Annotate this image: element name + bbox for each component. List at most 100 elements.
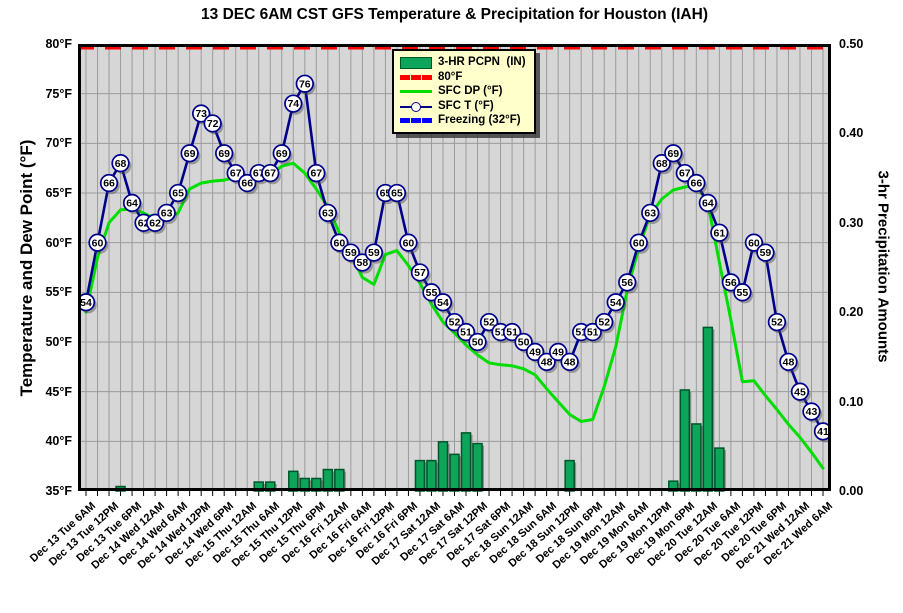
right-axis-tick: 0.10 <box>839 394 864 409</box>
80f-dash-swatch-icon <box>400 74 432 80</box>
legend-item-label: SFC T (°F) <box>438 99 494 112</box>
svg-text:41: 41 <box>817 426 829 438</box>
svg-text:68: 68 <box>115 158 127 170</box>
svg-text:55: 55 <box>426 287 438 299</box>
legend-item-label: Freezing (32°F) <box>438 114 521 127</box>
svg-text:51: 51 <box>587 327 599 339</box>
svg-text:73: 73 <box>195 108 207 120</box>
svg-text:69: 69 <box>667 148 679 160</box>
svg-text:68: 68 <box>656 158 668 170</box>
left-axis-title: Temperature and Dew Point (°F) <box>17 139 36 397</box>
left-axis-tick: 35°F <box>45 484 72 498</box>
right-axis-tick: 0.00 <box>839 484 864 498</box>
svg-text:57: 57 <box>414 267 426 279</box>
left-axis-tick: 80°F <box>45 37 72 51</box>
left-axis-tick: 65°F <box>45 186 72 200</box>
legend: 3-HR PCPN (IN) 80°F SFC DP (°F) SFC T (°F) F… <box>392 49 536 134</box>
svg-text:48: 48 <box>564 356 576 368</box>
svg-text:60: 60 <box>334 237 346 249</box>
svg-text:67: 67 <box>230 168 242 180</box>
svg-text:72: 72 <box>207 118 219 130</box>
svg-text:63: 63 <box>161 207 173 219</box>
svg-text:65: 65 <box>391 188 403 200</box>
svg-text:51: 51 <box>495 327 507 339</box>
svg-text:69: 69 <box>276 148 288 160</box>
svg-text:76: 76 <box>299 78 311 90</box>
svg-text:63: 63 <box>644 207 656 219</box>
svg-text:66: 66 <box>241 178 253 190</box>
svg-text:51: 51 <box>506 327 518 339</box>
legend-item-label: 3-HR PCPN (IN) <box>438 56 526 69</box>
svg-text:66: 66 <box>690 178 702 190</box>
svg-text:74: 74 <box>287 98 299 110</box>
svg-text:67: 67 <box>264 168 276 180</box>
svg-text:54: 54 <box>437 297 449 309</box>
left-axis-tick: 75°F <box>45 86 72 101</box>
right-axis-tick: 0.50 <box>839 37 864 51</box>
svg-text:64: 64 <box>702 198 714 210</box>
svg-text:52: 52 <box>598 317 610 329</box>
svg-text:45: 45 <box>794 386 806 398</box>
legend-item-label: SFC DP (°F) <box>438 85 503 98</box>
dewpoint-line-swatch-icon <box>400 90 432 94</box>
svg-text:52: 52 <box>771 317 783 329</box>
left-axis-tick: 60°F <box>45 235 72 250</box>
svg-text:52: 52 <box>449 317 461 329</box>
svg-text:63: 63 <box>322 207 334 219</box>
left-axis-tick: 45°F <box>45 384 72 399</box>
left-axis-tick: 50°F <box>45 335 72 349</box>
svg-text:60: 60 <box>92 237 104 249</box>
svg-text:69: 69 <box>184 148 196 160</box>
svg-text:51: 51 <box>460 327 472 339</box>
freezing-dash-swatch-icon <box>400 118 432 124</box>
svg-text:50: 50 <box>518 337 530 349</box>
left-axis-tick: 40°F <box>45 434 72 449</box>
svg-text:56: 56 <box>725 277 737 289</box>
svg-text:65: 65 <box>172 188 184 200</box>
legend-item: SFC T (°F) <box>400 99 526 114</box>
right-axis-tick: 0.30 <box>839 215 864 230</box>
legend-item: Freezing (32°F) <box>400 113 526 128</box>
svg-text:59: 59 <box>760 247 772 259</box>
svg-text:49: 49 <box>529 347 541 359</box>
svg-text:56: 56 <box>621 277 633 289</box>
right-axis-tick: 0.20 <box>839 305 864 320</box>
svg-text:59: 59 <box>368 247 380 259</box>
svg-text:67: 67 <box>310 168 322 180</box>
left-axis-tick: 70°F <box>45 136 72 151</box>
svg-text:62: 62 <box>138 217 150 229</box>
left-axis-tick: 55°F <box>45 285 72 300</box>
svg-text:60: 60 <box>633 237 645 249</box>
svg-text:67: 67 <box>253 168 265 180</box>
svg-text:61: 61 <box>714 227 726 239</box>
right-axis-tick: 0.40 <box>839 126 864 141</box>
svg-text:55: 55 <box>737 287 749 299</box>
svg-text:48: 48 <box>783 356 795 368</box>
pcpn-bar-swatch-icon <box>400 57 432 70</box>
svg-text:66: 66 <box>103 178 115 190</box>
svg-text:49: 49 <box>552 347 564 359</box>
svg-text:60: 60 <box>403 237 415 249</box>
plot-area: 54 60 66 68 64 62 62 63 65 69 73 72 69 67 66 67 67 69 74 76… <box>76 44 834 500</box>
legend-item-label: 80°F <box>438 70 463 83</box>
svg-text:59: 59 <box>345 247 357 259</box>
page-title: 13 DEC 6AM CST GFS Temperature & Precipi… <box>201 6 708 23</box>
svg-text:50: 50 <box>472 337 484 349</box>
svg-text:51: 51 <box>575 327 587 339</box>
svg-text:67: 67 <box>679 168 691 180</box>
svg-text:69: 69 <box>218 148 230 160</box>
legend-item: 3-HR PCPN (IN) <box>400 55 526 70</box>
svg-text:52: 52 <box>483 317 495 329</box>
svg-text:60: 60 <box>748 237 760 249</box>
svg-text:43: 43 <box>806 406 818 418</box>
temperature-marker-swatch-icon <box>411 101 421 112</box>
svg-text:62: 62 <box>149 217 161 229</box>
svg-text:48: 48 <box>541 356 553 368</box>
legend-item: SFC DP (°F) <box>400 84 526 99</box>
legend-item: 80°F <box>400 70 526 85</box>
right-axis-title: 3-hr Precipitation Amounts <box>874 170 892 363</box>
svg-text:54: 54 <box>610 297 622 309</box>
svg-text:54: 54 <box>80 297 92 309</box>
